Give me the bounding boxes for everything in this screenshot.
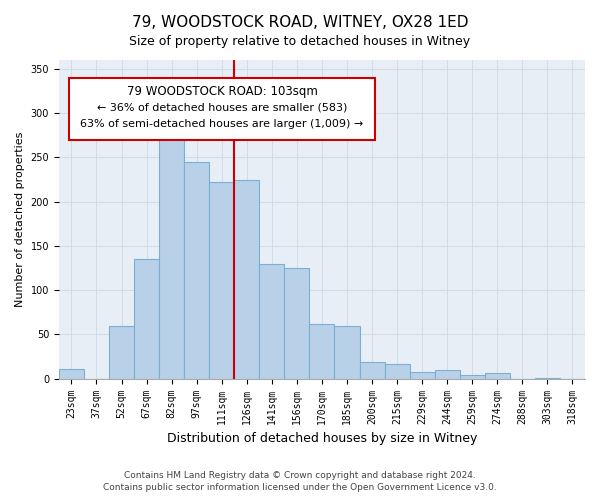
Text: 79 WOODSTOCK ROAD: 103sqm: 79 WOODSTOCK ROAD: 103sqm — [127, 86, 317, 98]
Text: Contains HM Land Registry data © Crown copyright and database right 2024.
Contai: Contains HM Land Registry data © Crown c… — [103, 471, 497, 492]
Bar — [109, 326, 134, 378]
Bar — [184, 162, 209, 378]
Bar — [485, 374, 510, 378]
Bar — [334, 326, 359, 378]
Text: 63% of semi-detached houses are larger (1,009) →: 63% of semi-detached houses are larger (… — [80, 120, 364, 130]
Y-axis label: Number of detached properties: Number of detached properties — [15, 132, 25, 307]
Text: 79, WOODSTOCK ROAD, WITNEY, OX28 1ED: 79, WOODSTOCK ROAD, WITNEY, OX28 1ED — [132, 15, 468, 30]
Bar — [385, 364, 410, 378]
Bar — [410, 372, 434, 378]
Bar — [234, 180, 259, 378]
Bar — [284, 268, 310, 378]
Text: ← 36% of detached houses are smaller (583): ← 36% of detached houses are smaller (58… — [97, 102, 347, 113]
Bar — [259, 264, 284, 378]
FancyBboxPatch shape — [70, 78, 374, 140]
Text: Size of property relative to detached houses in Witney: Size of property relative to detached ho… — [130, 35, 470, 48]
Bar — [460, 375, 485, 378]
Bar — [59, 369, 84, 378]
X-axis label: Distribution of detached houses by size in Witney: Distribution of detached houses by size … — [167, 432, 477, 445]
Bar — [134, 259, 159, 378]
Bar — [209, 182, 234, 378]
Bar — [434, 370, 460, 378]
Bar — [359, 362, 385, 378]
Bar — [310, 324, 334, 378]
Bar — [159, 132, 184, 378]
